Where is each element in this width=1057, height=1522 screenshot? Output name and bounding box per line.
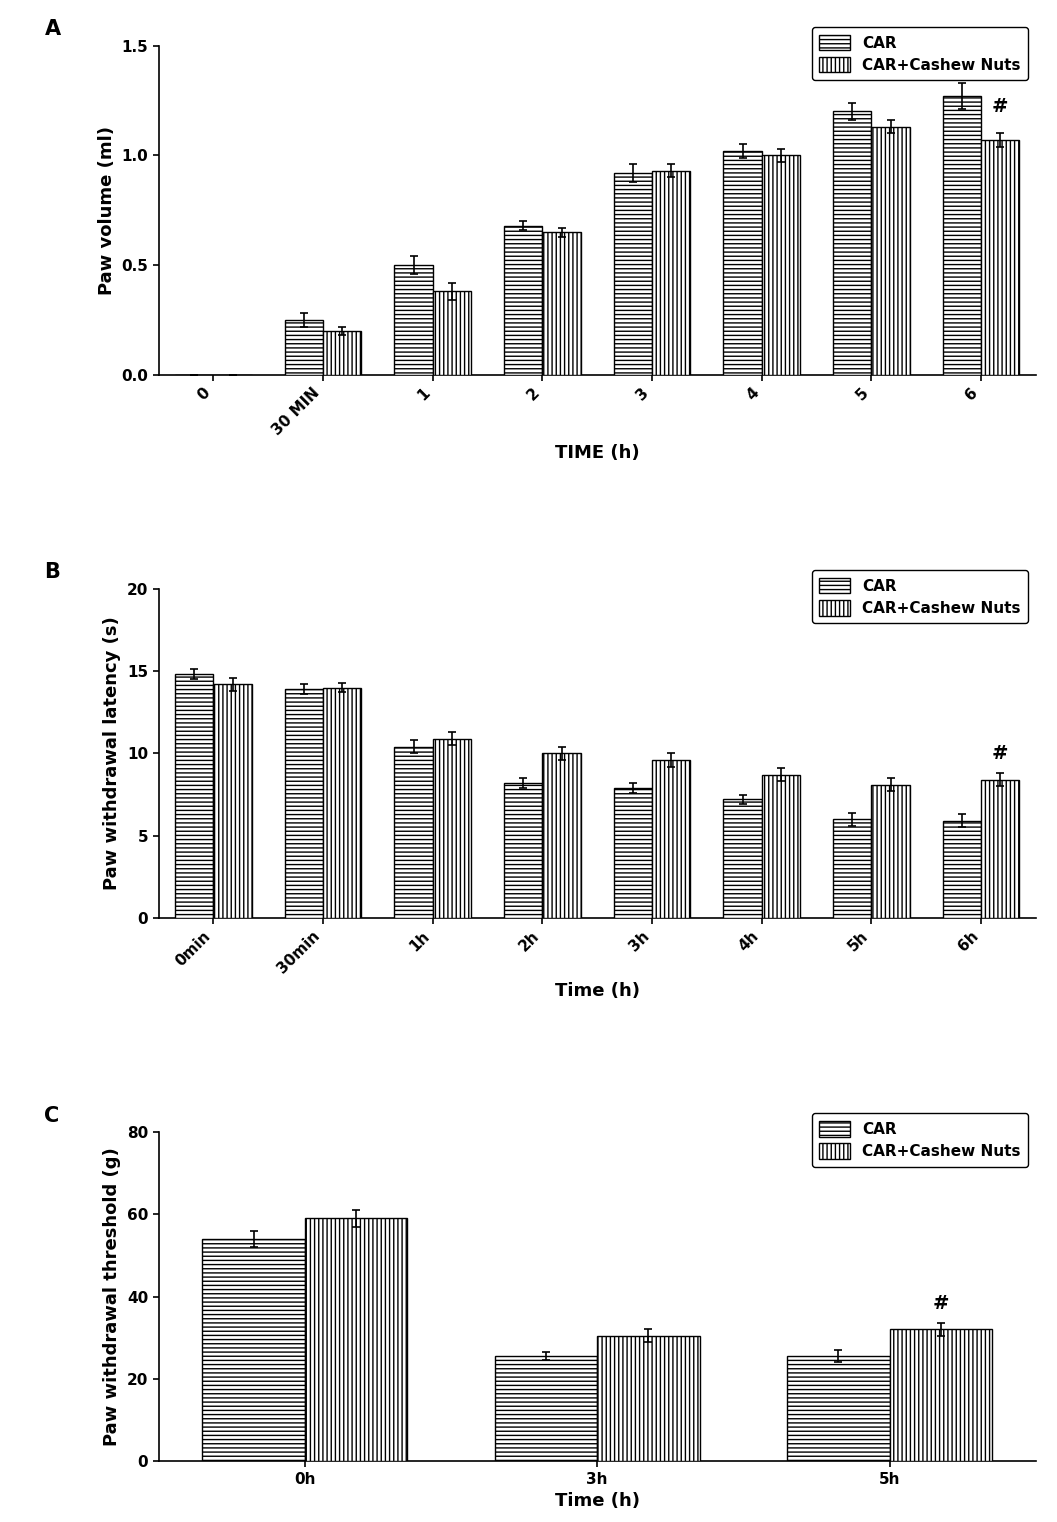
- Bar: [504, 225, 542, 374]
- Text: #: #: [932, 1294, 949, 1313]
- Bar: [943, 820, 981, 918]
- Text: C: C: [44, 1105, 60, 1126]
- Bar: [833, 819, 871, 918]
- Bar: [175, 674, 214, 918]
- Bar: [723, 151, 762, 374]
- Bar: [871, 126, 910, 374]
- Bar: [871, 785, 910, 918]
- Bar: [614, 788, 652, 918]
- Bar: [432, 738, 471, 918]
- Text: #: #: [991, 744, 1008, 763]
- Y-axis label: Paw withdrawal latency (s): Paw withdrawal latency (s): [104, 616, 122, 890]
- Bar: [652, 170, 690, 374]
- Text: B: B: [44, 563, 60, 583]
- Bar: [432, 291, 471, 374]
- Bar: [890, 1329, 991, 1461]
- Bar: [652, 759, 690, 918]
- Bar: [304, 1218, 407, 1461]
- Bar: [284, 689, 323, 918]
- Bar: [323, 330, 361, 374]
- X-axis label: Time (h): Time (h): [555, 1492, 639, 1510]
- Bar: [542, 233, 580, 374]
- Bar: [504, 782, 542, 918]
- Y-axis label: Paw volume (ml): Paw volume (ml): [97, 126, 115, 295]
- Bar: [203, 1239, 304, 1461]
- Y-axis label: Paw withdrawal threshold (g): Paw withdrawal threshold (g): [104, 1148, 122, 1446]
- Legend: CAR, CAR+Cashew Nuts: CAR, CAR+Cashew Nuts: [812, 27, 1028, 81]
- X-axis label: Time (h): Time (h): [555, 982, 639, 1000]
- Bar: [323, 688, 361, 918]
- Legend: CAR, CAR+Cashew Nuts: CAR, CAR+Cashew Nuts: [812, 571, 1028, 624]
- Bar: [981, 140, 1019, 374]
- Bar: [284, 320, 323, 374]
- X-axis label: TIME (h): TIME (h): [555, 444, 639, 461]
- Bar: [762, 155, 800, 374]
- Bar: [614, 174, 652, 374]
- Bar: [495, 1356, 597, 1461]
- Legend: CAR, CAR+Cashew Nuts: CAR, CAR+Cashew Nuts: [812, 1113, 1028, 1166]
- Text: A: A: [44, 20, 60, 40]
- Bar: [394, 747, 432, 918]
- Bar: [394, 265, 432, 374]
- Bar: [762, 775, 800, 918]
- Bar: [723, 799, 762, 918]
- Bar: [981, 779, 1019, 918]
- Bar: [214, 685, 252, 918]
- Bar: [787, 1356, 890, 1461]
- Bar: [597, 1336, 700, 1461]
- Bar: [943, 96, 981, 374]
- Text: #: #: [991, 97, 1008, 116]
- Bar: [833, 111, 871, 374]
- Bar: [542, 753, 580, 918]
